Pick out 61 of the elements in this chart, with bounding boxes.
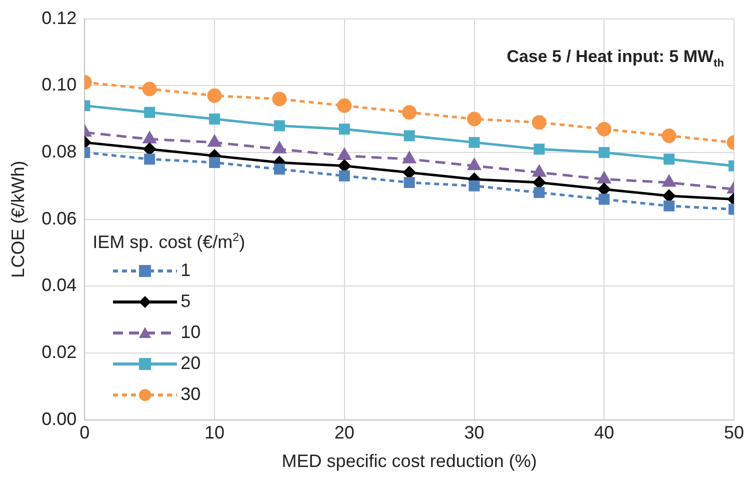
y-tick-label: 0.08 [42,141,77,162]
point [468,180,480,192]
point [532,176,546,189]
point [274,164,285,175]
point [662,128,676,144]
point [337,98,352,113]
point [272,142,286,154]
point [596,122,612,136]
x-tick-label: 20 [334,422,354,443]
point [598,194,610,205]
point [338,124,350,135]
legend-label: 5 [180,291,191,312]
point [468,136,480,148]
point [209,157,220,168]
x-tick-label: 10 [204,422,225,443]
x-axis-title: MED specific cost reduction (%) [282,451,537,472]
point [208,135,221,147]
legend-label: 20 [180,353,201,374]
point [404,130,415,142]
point [662,175,676,187]
point [209,114,220,125]
point [598,172,611,184]
point [467,112,482,126]
point [338,170,350,182]
y-tick-label: 0.00 [42,408,77,429]
x-tick-label: 40 [594,422,614,443]
y-tick-label: 0.12 [42,8,77,28]
point [402,105,417,120]
point [143,142,156,156]
legend-label: 1 [180,260,191,282]
legend-label: 10 [180,322,201,344]
y-tick-label: 0.06 [42,208,77,228]
point [144,106,156,118]
legend-label: 30 [180,384,201,406]
point [207,88,222,103]
legend-title: IEM sp. cost (€/m$^{2}$) [92,231,246,254]
point [534,144,545,155]
point [664,154,675,165]
point [402,152,416,164]
point [534,187,545,198]
point [598,182,610,196]
y-tick-label: 0.02 [42,342,77,362]
point [532,115,546,130]
point [143,132,156,144]
y-tick-label: 0.10 [42,74,77,95]
point [404,177,415,188]
point [272,92,287,106]
text: Case 5 / Heat input: 5 MW$_{th}$ [506,46,724,70]
point [664,200,675,212]
point [274,120,285,132]
y-axis-title: LCOE (€/kWh) [8,160,28,278]
point [142,82,157,96]
x-tick-label: 0 [80,422,90,443]
point [338,148,351,160]
x-tick-label: 30 [464,422,484,443]
point [144,154,156,165]
point [598,146,610,158]
point [532,165,546,177]
y-tick-label: 0.04 [42,275,77,296]
x-tick-label: 50 [724,422,744,443]
point [468,158,481,170]
